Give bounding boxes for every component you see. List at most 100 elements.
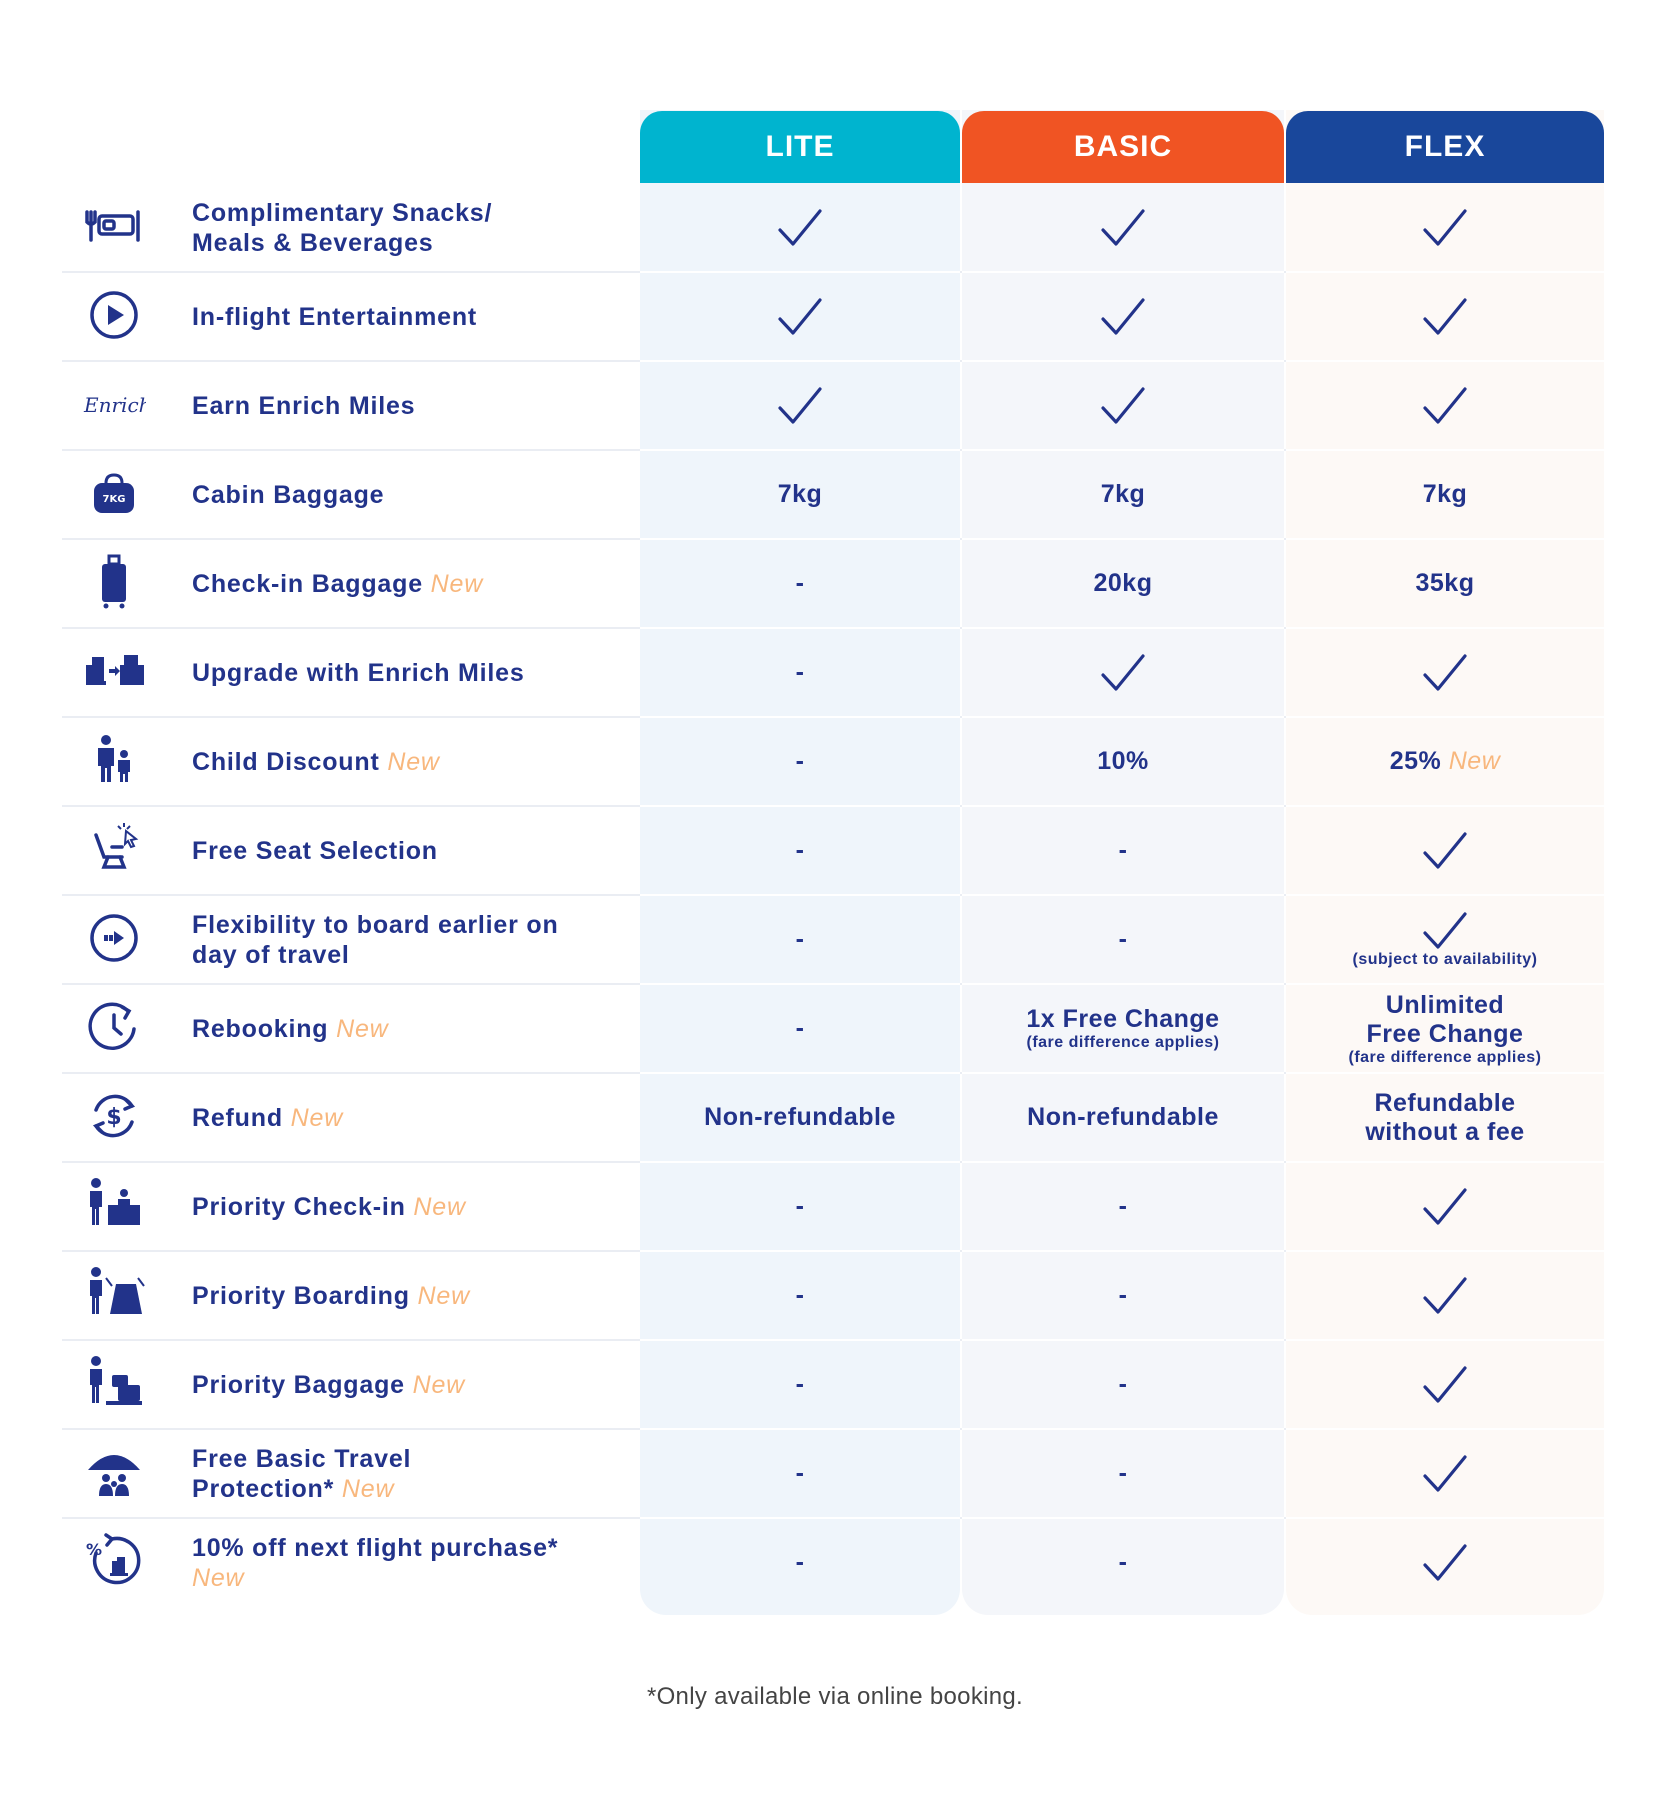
lite-value — [640, 362, 960, 449]
check-icon — [1101, 297, 1145, 335]
check-icon — [1423, 653, 1467, 691]
table-row: Priority Boarding New - - — [62, 1252, 1604, 1341]
table-row: Free Basic Travel Protection* New - - — [62, 1430, 1604, 1519]
cell-text: 25% — [1389, 747, 1442, 775]
flex-value — [1286, 1519, 1604, 1606]
row-divider — [962, 1161, 1284, 1163]
flex-value: Unlimited Free Change (fare difference app… — [1286, 985, 1604, 1072]
row-divider — [1286, 805, 1604, 807]
enrich-logo-icon: Enrich — [82, 372, 146, 436]
board-earlier-icon — [82, 906, 146, 970]
row-divider — [640, 1072, 960, 1074]
cell-text: Non-refundable — [704, 1103, 896, 1131]
check-icon — [1423, 1454, 1467, 1492]
feature-label: Complimentary Snacks/Meals & Beverages — [192, 184, 632, 271]
row-divider — [962, 894, 1284, 896]
lite-value: - — [640, 1341, 960, 1428]
feature-label: In-flight Entertainment — [192, 273, 632, 360]
basic-value — [962, 629, 1284, 716]
cell-text-line2: Free Change — [1366, 1019, 1524, 1048]
cell-text: - — [1118, 836, 1128, 864]
family-icon — [82, 728, 146, 792]
row-divider — [962, 1250, 1284, 1252]
lite-value: - — [640, 540, 960, 627]
feature-name: Priority Boarding — [192, 1281, 410, 1310]
cell-text: Unlimited — [1385, 990, 1505, 1019]
lite-value — [640, 184, 960, 271]
row-divider — [1286, 449, 1604, 451]
check-icon — [778, 208, 822, 246]
table-row: Check-in Baggage New - 20kg 35kg — [62, 540, 1604, 629]
cell-note: (fare difference applies) — [1026, 1034, 1220, 1051]
cell-text: 35kg — [1415, 569, 1475, 597]
basic-value: 20kg — [962, 540, 1284, 627]
basic-value: Non-refundable — [962, 1074, 1284, 1161]
cell-text: - — [795, 1459, 805, 1487]
cell-text: - — [795, 747, 805, 775]
feature-name: Child Discount — [192, 747, 380, 776]
row-divider — [640, 1161, 960, 1163]
flex-value — [1286, 1252, 1604, 1339]
cell-text: - — [795, 1281, 805, 1309]
flex-value — [1286, 807, 1604, 894]
check-icon — [1423, 911, 1467, 949]
cell-text: 1x Free Change — [1026, 1005, 1220, 1033]
feature-label: 10% off next flight purchase* New — [192, 1519, 632, 1606]
flex-value: 25% New — [1286, 718, 1604, 805]
basic-value — [962, 184, 1284, 271]
seat-upgrade-icon — [82, 639, 146, 703]
svg-text:Enrich: Enrich — [83, 393, 146, 417]
feature-name: Refund — [192, 1103, 283, 1132]
row-divider — [1286, 983, 1604, 985]
basic-value: 10% — [962, 718, 1284, 805]
flex-value — [1286, 1163, 1604, 1250]
row-divider — [1286, 1072, 1604, 1074]
row-divider — [962, 805, 1284, 807]
footnote: *Only available via online booking. — [646, 1683, 1024, 1710]
lite-value — [640, 273, 960, 360]
feature-name: Flexibility to board earlier on — [192, 910, 559, 939]
feature-label: Upgrade with Enrich Miles — [192, 629, 632, 716]
seat-select-icon — [82, 817, 146, 881]
row-divider — [962, 627, 1284, 629]
basic-value: - — [962, 1163, 1284, 1250]
row-divider — [1286, 716, 1604, 718]
row-divider — [962, 1428, 1284, 1430]
feature-label: Refund New — [192, 1074, 632, 1161]
row-divider — [640, 627, 960, 629]
flex-value — [1286, 184, 1604, 271]
check-icon — [1101, 653, 1145, 691]
row-divider — [1286, 360, 1604, 362]
table-row: Priority Check-in New - - — [62, 1163, 1604, 1252]
feature-label: Child Discount New — [192, 718, 632, 805]
cell-text: 7kg — [777, 480, 823, 508]
cabin-bag-icon: 7KG — [82, 461, 146, 525]
feature-label: Priority Check-in New — [192, 1163, 632, 1250]
cell-text: - — [795, 1014, 805, 1042]
feature-name-line2: day of travel — [192, 940, 350, 969]
cell-note: (subject to availability) — [1352, 950, 1538, 968]
feature-name: Upgrade with Enrich Miles — [192, 658, 525, 687]
priority-baggage-icon — [82, 1351, 146, 1415]
suitcase-icon — [82, 550, 146, 614]
flex-value — [1286, 1341, 1604, 1428]
basic-value: - — [962, 1430, 1284, 1517]
row-divider — [962, 1339, 1284, 1341]
feature-name: Priority Baggage — [192, 1370, 405, 1399]
new-tag: New — [192, 1563, 245, 1592]
table-row: % 10% off next flight purchase* New - - — [62, 1519, 1604, 1608]
feature-name: Free Basic Travel — [192, 1444, 412, 1473]
basic-value: 7kg — [962, 451, 1284, 538]
row-divider — [962, 449, 1284, 451]
row-divider — [962, 538, 1284, 540]
feature-label: Flexibility to board earlier on day of tr… — [192, 896, 632, 983]
feature-name-line2: Protection* — [192, 1474, 335, 1503]
table-row: $ Refund New Non-refundable Non-refundable R… — [62, 1074, 1604, 1163]
row-divider — [1286, 894, 1604, 896]
header-flex: FLEX — [1286, 111, 1604, 183]
play-icon — [82, 283, 146, 347]
row-divider — [962, 1517, 1284, 1519]
row-divider — [1286, 1517, 1604, 1519]
row-divider — [640, 360, 960, 362]
flex-value — [1286, 1430, 1604, 1517]
